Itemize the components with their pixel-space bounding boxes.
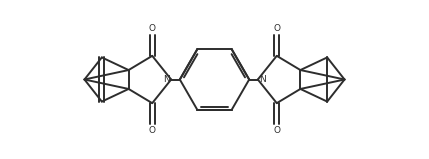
Text: O: O bbox=[273, 24, 280, 33]
Text: O: O bbox=[273, 126, 280, 135]
Text: N: N bbox=[259, 75, 266, 84]
Text: O: O bbox=[149, 126, 156, 135]
Text: O: O bbox=[149, 24, 156, 33]
Text: N: N bbox=[163, 75, 170, 84]
